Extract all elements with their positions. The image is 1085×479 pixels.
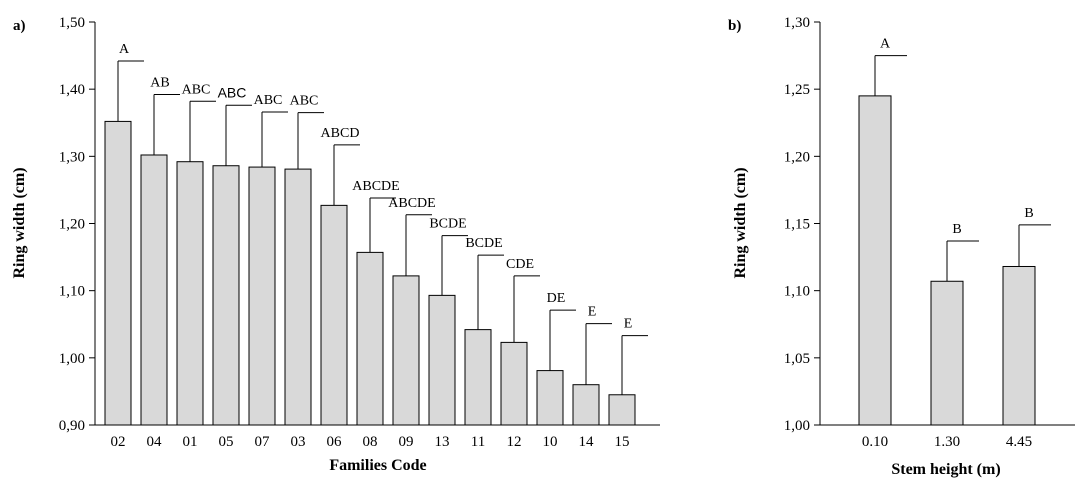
x-tick-label: 15: [615, 434, 630, 450]
bar: [858, 95, 892, 426]
bar: [428, 294, 456, 426]
x-tick-label: 07: [255, 434, 271, 450]
y-tick-label: 1,50: [59, 15, 85, 31]
bar: [248, 166, 276, 426]
x-tick-label: 0.10: [862, 434, 888, 450]
bar: [608, 394, 636, 426]
x-tick-label: 14: [579, 434, 595, 450]
group-letter: A: [119, 42, 130, 57]
panel-a-x-axis-title: Families Code: [329, 457, 426, 474]
bar: [212, 165, 240, 426]
bar: [284, 168, 312, 426]
y-tick-label: 1,20: [59, 217, 85, 233]
x-tick-label: 4.45: [1006, 434, 1032, 450]
bar: [356, 251, 384, 426]
x-tick-label: 04: [147, 434, 163, 450]
group-letter: E: [624, 317, 633, 332]
group-letter: B: [1024, 206, 1033, 221]
y-tick-label: 1,10: [59, 284, 85, 300]
group-letter: BCDE: [429, 217, 466, 232]
x-tick-label: 13: [435, 434, 450, 450]
bar: [1002, 265, 1036, 426]
group-letter: ABCDE: [388, 196, 435, 211]
y-tick-label: 0,90: [59, 418, 85, 434]
group-letter: ABCDE: [352, 179, 399, 194]
bar: [500, 341, 528, 426]
x-tick-label: 10: [543, 434, 558, 450]
bar: [464, 329, 492, 426]
y-tick-label: 1,30: [784, 15, 810, 31]
bar: [572, 384, 600, 426]
panel-b-y-ticks: 1,00 1,05 1,10 1,15 1,20 1,25 1,30: [784, 15, 820, 434]
bar: [176, 161, 204, 426]
group-letter: ABC: [182, 82, 211, 97]
group-letter: ABC: [290, 94, 319, 109]
group-letter: CDE: [506, 257, 534, 272]
x-tick-label: 06: [327, 434, 343, 450]
bar: [104, 120, 132, 426]
bar: [536, 370, 564, 426]
group-letter: AB: [150, 76, 169, 91]
bar: [930, 280, 964, 426]
group-letter: DE: [547, 291, 566, 306]
panel-b-bars: A B B: [858, 37, 1051, 426]
y-tick-label: 1,30: [59, 149, 85, 165]
panel-a-x-ticks: 02 04 01 05 07 03 06 08 09 13 11 12 10 14 15: [111, 434, 630, 450]
panel-a-label: a): [13, 18, 26, 34]
y-tick-label: 1,00: [59, 351, 85, 367]
group-letter: ABC: [218, 84, 247, 100]
panel-a-y-axis-title: Ring width (cm): [11, 167, 28, 278]
group-letter: A: [880, 37, 891, 52]
x-tick-label: 12: [507, 434, 522, 450]
y-tick-label: 1,05: [784, 351, 810, 367]
y-tick-label: 1,00: [784, 418, 810, 434]
group-letter: BCDE: [465, 236, 502, 251]
x-tick-label: 08: [363, 434, 378, 450]
group-letter: E: [588, 305, 597, 320]
bar: [140, 154, 168, 426]
group-letter: ABCD: [321, 126, 360, 141]
x-tick-label: 09: [399, 434, 414, 450]
y-tick-label: 1,20: [784, 149, 810, 165]
x-tick-label: 03: [291, 434, 306, 450]
y-tick-label: 1,15: [784, 217, 810, 233]
group-letter: ABC: [254, 93, 283, 108]
panel-a-y-ticks: 0,90 1,00 1,10 1,20 1,30 1,40 1,50: [59, 15, 95, 434]
x-tick-label: 02: [111, 434, 126, 450]
y-tick-label: 1,25: [784, 82, 810, 98]
panel-b-chart: b) 1,00 1,05 1,10 1,15 1,20 1,25 1,30 A B B 0.10…: [728, 15, 1075, 478]
x-tick-label: 01: [183, 434, 198, 450]
bar: [320, 204, 348, 426]
panel-b-y-axis-title: Ring width (cm): [732, 167, 749, 278]
y-tick-label: 1,40: [59, 82, 85, 98]
panel-b-x-ticks: 0.10 1.30 4.45: [862, 434, 1032, 450]
group-letter: B: [952, 222, 961, 237]
x-tick-label: 1.30: [934, 434, 960, 450]
panel-b-label: b): [728, 18, 741, 34]
panel-a-bars: A AB ABC ABC ABC ABC ABCD ABCDE ABCDE BCDE BCDE CDE…: [104, 42, 648, 426]
y-tick-label: 1,10: [784, 284, 810, 300]
panel-b-x-axis-title: Stem height (m): [891, 461, 1000, 478]
x-tick-label: 11: [471, 434, 485, 450]
x-tick-label: 05: [219, 434, 234, 450]
panel-a-chart: a) 0,90 1,00 1,10 1,20 1,30 1,40 1,50 A AB ABC AB…: [11, 15, 660, 474]
bar: [392, 275, 420, 426]
